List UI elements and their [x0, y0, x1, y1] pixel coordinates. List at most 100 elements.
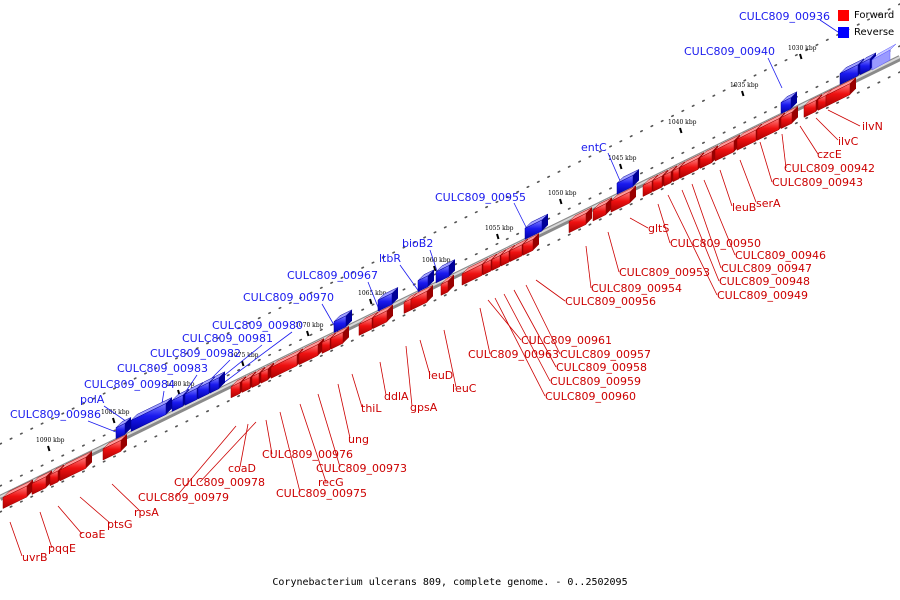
gene-leub[interactable]: [714, 134, 741, 162]
leader-culc809-00961: [487, 299, 522, 341]
gene-uvrb[interactable]: [2, 479, 34, 509]
label-leuc[interactable]: leuC: [452, 382, 477, 395]
gene-biob2[interactable]: [524, 213, 549, 240]
label-recg[interactable]: recG: [318, 476, 344, 489]
label-ilvc[interactable]: ilvC: [838, 135, 859, 148]
label-culc809-00967[interactable]: CULC809_00967: [287, 269, 378, 282]
label-ung[interactable]: ung: [348, 433, 369, 446]
gene-culc809-00975[interactable]: [270, 348, 304, 379]
gene-ddla[interactable]: [372, 304, 394, 330]
leader-culc809-00948: [681, 189, 720, 282]
label-culc809-00953[interactable]: CULC809_00953: [619, 266, 710, 279]
label-culc809-00973[interactable]: CULC809_00973: [316, 462, 407, 475]
gene-ung[interactable]: [330, 326, 350, 350]
label-ltbr[interactable]: ltbR: [379, 252, 401, 265]
label-culc809-00936[interactable]: CULC809_00936: [739, 10, 830, 23]
label-culc809-00970[interactable]: CULC809_00970: [243, 291, 334, 304]
label-leub[interactable]: leuB: [732, 201, 756, 214]
gene-culc809-00956[interactable]: [568, 207, 593, 234]
label-culc809-00981[interactable]: CULC809_00981: [182, 332, 273, 345]
label-culc809-00975[interactable]: CULC809_00975: [276, 487, 367, 500]
label-culc809-00983[interactable]: CULC809_00983: [117, 362, 208, 375]
label-pola[interactable]: polA: [80, 393, 105, 406]
gene-culc809-00946[interactable]: [699, 145, 719, 169]
gene-culc809-00970[interactable]: [377, 287, 399, 312]
gene-culc809-00980[interactable]: [333, 309, 353, 334]
label-coae[interactable]: coaE: [79, 528, 106, 541]
tick-mark: [679, 127, 683, 134]
label-culc809-00957[interactable]: CULC809_00957: [560, 348, 651, 361]
label-culc809-00958[interactable]: CULC809_00958: [556, 361, 647, 374]
label-culc809-00942[interactable]: CULC809_00942: [784, 162, 875, 175]
label-culc809-00955[interactable]: CULC809_00955: [435, 191, 526, 204]
label-ddla[interactable]: ddlA: [384, 390, 409, 403]
tick-mark: [241, 360, 245, 367]
gene-culc809-00986[interactable]: [115, 417, 132, 440]
label-culc809-00984[interactable]: CULC809_00984: [84, 378, 175, 391]
label-ilvn[interactable]: ilvN: [862, 120, 883, 133]
label-culc809-00976[interactable]: CULC809_00976: [262, 448, 353, 461]
leader-culc809-00940: [767, 57, 783, 89]
label-culc809-00963[interactable]: CULC809_00963: [468, 348, 559, 361]
label-culc809-00946[interactable]: CULC809_00946: [735, 249, 826, 262]
gene-recg[interactable]: [298, 338, 325, 366]
label-culc809-00980[interactable]: CULC809_00980: [212, 319, 303, 332]
gene-culc809-00957[interactable]: [522, 233, 540, 256]
gene-entc[interactable]: [780, 91, 798, 115]
leader-ddla: [379, 361, 387, 396]
gene-culc809-00955[interactable]: [616, 169, 640, 195]
label-culc809-00982[interactable]: CULC809_00982: [150, 347, 241, 360]
label-culc809-00956[interactable]: CULC809_00956: [565, 295, 656, 308]
gene-culc809-00967[interactable]: [417, 269, 435, 293]
gene-ptsg[interactable]: [59, 451, 93, 482]
gene-fragment-right-edge[interactable]: [871, 43, 897, 71]
label-culc809-00960[interactable]: CULC809_00960: [545, 390, 636, 403]
label-gpsa[interactable]: gpsA: [410, 401, 438, 414]
label-culc809-00954[interactable]: CULC809_00954: [591, 282, 682, 295]
leader-culc809-00949: [667, 194, 718, 296]
leader-culc809-00942: [781, 133, 787, 169]
gene-culc809-00954[interactable]: [592, 197, 613, 222]
label-culc809-00979[interactable]: CULC809_00979: [138, 491, 229, 504]
leader-leub: [719, 169, 733, 207]
gene-ltbr[interactable]: [435, 259, 456, 284]
genome-caption: Corynebacterium ulcerans 809, complete g…: [272, 577, 628, 588]
gene-rpsa[interactable]: [102, 434, 128, 461]
label-culc809-00943[interactable]: CULC809_00943: [772, 176, 863, 189]
label-entc[interactable]: entC: [581, 141, 607, 154]
label-culc809-00986[interactable]: CULC809_00986: [10, 408, 101, 421]
label-glts[interactable]: gltS: [648, 222, 669, 235]
label-pqqe[interactable]: pqqE: [48, 542, 76, 555]
gene-pola[interactable]: [130, 397, 173, 432]
label-biob2[interactable]: bioB2: [402, 237, 433, 250]
label-culc809-00959[interactable]: CULC809_00959: [550, 375, 641, 388]
label-culc809-00940[interactable]: CULC809_00940: [684, 45, 775, 58]
label-ptsg[interactable]: ptsG: [107, 518, 133, 531]
label-culc809-00961[interactable]: CULC809_00961: [521, 334, 612, 347]
leader-culc809-00946: [703, 179, 736, 256]
label-rpsa[interactable]: rpsA: [134, 506, 159, 519]
label-leud[interactable]: leuD: [428, 369, 453, 382]
label-czce[interactable]: czcE: [817, 148, 842, 161]
label-culc809-00948[interactable]: CULC809_00948: [719, 275, 810, 288]
label-culc809-00950[interactable]: CULC809_00950: [670, 237, 761, 250]
leader-leuc: [443, 329, 457, 388]
label-culc809-00978[interactable]: CULC809_00978: [174, 476, 265, 489]
label-culc809-00949[interactable]: CULC809_00949: [717, 289, 808, 302]
label-culc809-00947[interactable]: CULC809_00947: [721, 262, 812, 275]
leader-culc809-00960: [494, 297, 546, 397]
leader-czce: [799, 125, 819, 155]
gene-culc809-00953[interactable]: [610, 185, 637, 213]
tick-label-1030-kbp: 1030 kbp: [788, 45, 817, 52]
gene-ilvn[interactable]: [825, 77, 857, 107]
gene-culc809-00981[interactable]: [209, 371, 226, 394]
label-thil[interactable]: thiL: [361, 402, 382, 415]
label-sera[interactable]: serA: [756, 197, 781, 210]
gene-leuc[interactable]: [440, 274, 455, 296]
label-coad[interactable]: coaD: [228, 462, 256, 475]
label-uvrb[interactable]: uvrB: [22, 551, 48, 564]
gene-culc809-00942[interactable]: [780, 105, 799, 130]
gene-leud[interactable]: [410, 285, 434, 311]
legend-forward-swatch: [838, 9, 849, 21]
gene-culc809-00936[interactable]: [859, 52, 877, 76]
